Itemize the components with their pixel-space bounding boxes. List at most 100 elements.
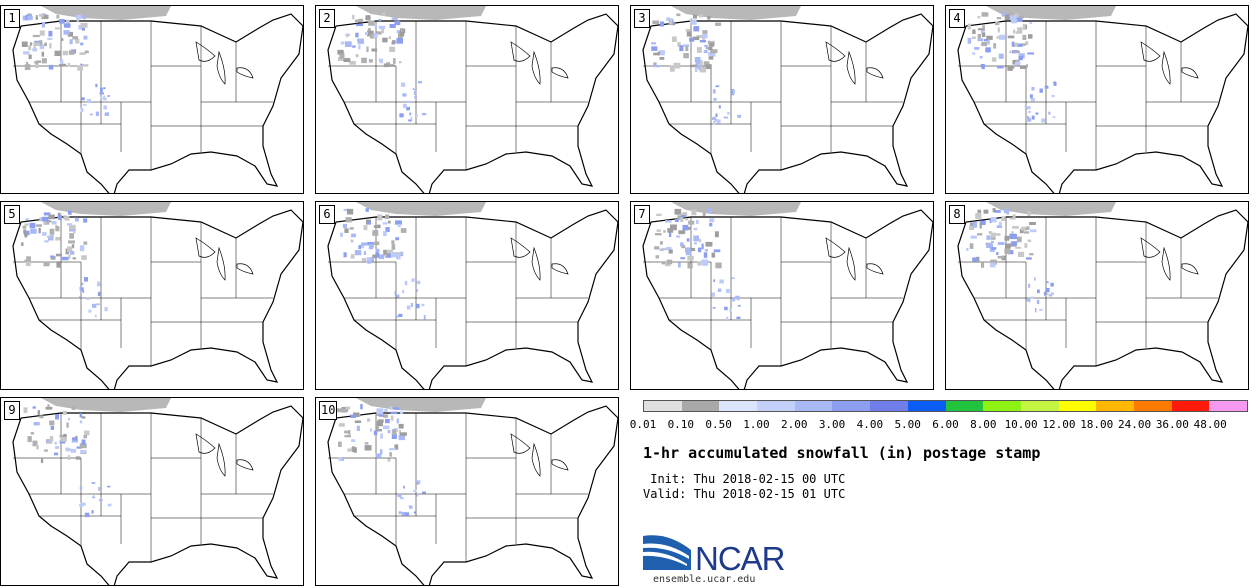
- snow-cell: [702, 33, 708, 39]
- colorbar-tick-label: 12.00: [1042, 418, 1076, 431]
- snow-cell: [89, 113, 93, 116]
- snow-cell: [364, 32, 368, 35]
- snow-cell: [696, 219, 699, 224]
- snow-cell: [32, 48, 38, 52]
- snow-cell: [80, 22, 88, 28]
- country-outline: [957, 209, 1248, 389]
- snow-cell: [982, 32, 986, 37]
- snow-cell: [1034, 277, 1036, 281]
- snow-cell: [653, 52, 660, 56]
- snow-cell: [357, 38, 364, 44]
- snow-cell: [389, 448, 396, 451]
- snow-cell: [693, 26, 700, 32]
- snow-cell: [701, 243, 704, 250]
- snow-cell: [719, 279, 724, 284]
- snow-cell: [39, 40, 43, 46]
- snow-cell: [29, 42, 33, 46]
- snow-cell: [687, 262, 693, 269]
- snow-cell: [43, 212, 51, 216]
- snow-cell: [56, 262, 62, 268]
- snow-cell: [398, 430, 401, 435]
- snow-cell: [689, 19, 697, 25]
- snow-cell: [651, 46, 658, 51]
- colorbar-tick-label: 36.00: [1155, 418, 1189, 431]
- snow-cell: [374, 24, 378, 28]
- snow-cell: [23, 229, 27, 234]
- snow-cell: [699, 40, 707, 43]
- snow-cell: [1030, 229, 1037, 233]
- snow-cell: [976, 256, 980, 263]
- snow-cell: [980, 64, 985, 68]
- great-lakes: [825, 41, 884, 85]
- snow-cell: [994, 210, 1001, 213]
- snow-cell: [996, 36, 1001, 39]
- colorbar-swatch: [832, 401, 871, 411]
- state-borders: [13, 413, 273, 562]
- snow-cell: [82, 290, 85, 293]
- snow-cell: [396, 418, 399, 424]
- snow-cell: [67, 223, 72, 226]
- snow-cell: [341, 408, 348, 413]
- snow-cell: [93, 495, 95, 497]
- snow-cell: [986, 35, 993, 40]
- snow-cell: [387, 220, 391, 224]
- snow-cell: [400, 251, 404, 257]
- snow-cell: [67, 210, 72, 215]
- country-outline: [12, 13, 303, 193]
- snow-cell: [687, 255, 694, 261]
- snow-cell: [367, 260, 372, 264]
- snow-cell: [376, 252, 380, 258]
- snow-cell: [653, 65, 660, 68]
- snow-cell: [703, 50, 708, 54]
- snow-cell: [35, 60, 42, 63]
- snow-cell: [389, 24, 396, 28]
- snow-cell: [979, 56, 983, 59]
- snow-cell: [343, 58, 351, 63]
- snow-cell: [354, 420, 362, 423]
- snow-cell: [668, 249, 673, 254]
- snow-cell: [42, 232, 47, 236]
- colorbar-tick-label: 18.00: [1080, 418, 1114, 431]
- snow-cell: [60, 437, 67, 442]
- panel-number-label: 3: [634, 9, 650, 28]
- snow-cell: [34, 61, 39, 64]
- snow-cell: [376, 408, 384, 415]
- snow-cell: [975, 213, 982, 219]
- snow-cell: [995, 233, 1001, 236]
- country-outline: [327, 209, 618, 389]
- colorbar-tick-label: 2.00: [781, 418, 808, 431]
- snow-cell: [68, 254, 71, 259]
- snow-cell: [107, 503, 112, 507]
- snow-cell: [1015, 246, 1022, 249]
- snow-cell: [1015, 13, 1019, 18]
- snow-cell: [669, 65, 675, 72]
- snow-cell: [1007, 65, 1013, 71]
- snow-cell: [731, 89, 735, 91]
- snow-cell: [1011, 42, 1018, 47]
- snow-cell: [723, 116, 729, 119]
- snow-cell: [715, 113, 718, 117]
- snow-cell: [693, 241, 697, 245]
- snow-cell: [1005, 243, 1011, 249]
- snow-cell: [35, 15, 38, 18]
- snow-cell: [373, 430, 378, 436]
- snow-cell: [406, 106, 410, 111]
- snow-cell: [34, 40, 41, 44]
- colorbar-swatch: [1058, 401, 1097, 411]
- snow-cell: [652, 20, 660, 25]
- snow-cell: [67, 62, 70, 67]
- state-borders: [328, 217, 588, 366]
- snow-cell: [385, 214, 390, 219]
- snow-cell: [666, 259, 673, 265]
- snow-cell: [394, 290, 397, 296]
- snow-cell: [688, 226, 692, 230]
- snow-cell: [358, 44, 361, 50]
- snow-cell: [79, 52, 86, 55]
- state-borders: [328, 21, 588, 170]
- snow-cell: [75, 435, 78, 439]
- snow-cell: [41, 16, 45, 20]
- snow-cell: [684, 218, 689, 221]
- snow-cell: [25, 261, 31, 267]
- snow-cell: [1010, 234, 1017, 240]
- snow-cell: [1001, 12, 1008, 17]
